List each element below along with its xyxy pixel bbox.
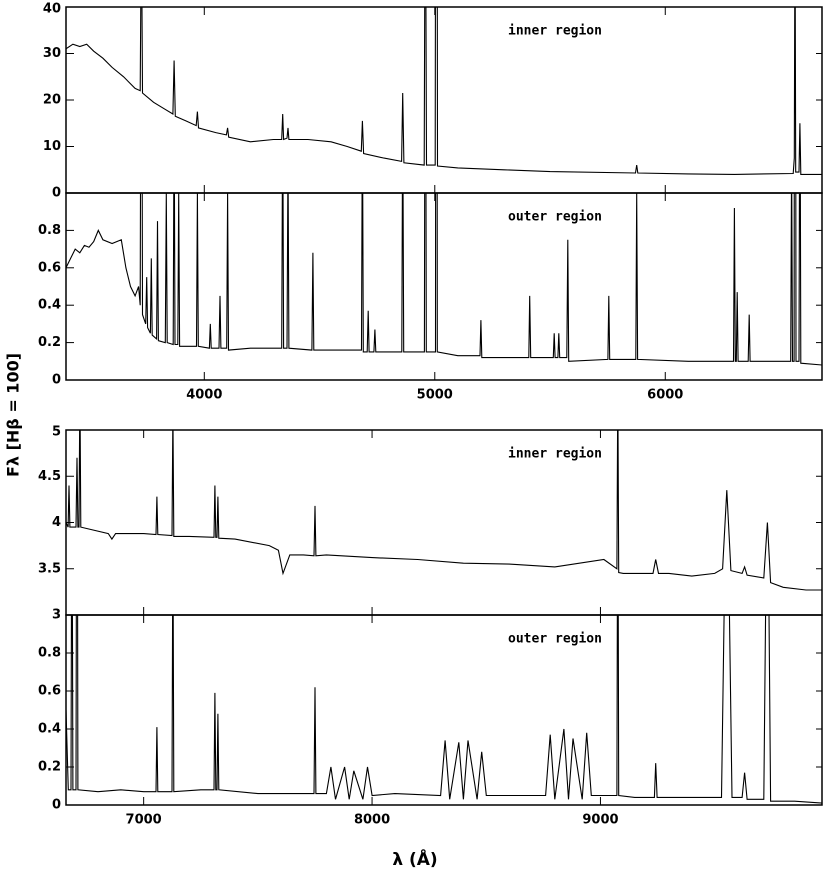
x-tick-label: 4000 xyxy=(186,388,222,403)
y-tick-label: 0.8 xyxy=(38,646,61,661)
x-tick-label: 7000 xyxy=(126,813,162,828)
x-tick-label: 5000 xyxy=(417,388,453,403)
plot-frame xyxy=(65,192,823,381)
y-tick-label: 0.2 xyxy=(38,760,61,775)
x-tick-label: 6000 xyxy=(647,388,683,403)
y-tick-label: 10 xyxy=(43,139,61,154)
plot-frame xyxy=(65,6,823,194)
annotation: outer region xyxy=(508,210,602,225)
y-tick-label: 3 xyxy=(52,608,61,623)
x-tick-label: 8000 xyxy=(354,813,390,828)
y-tick-label: 0.8 xyxy=(38,223,61,238)
y-tick-label: 5 xyxy=(52,425,61,440)
y-tick-label: 0 xyxy=(52,186,61,201)
spectrum-line xyxy=(66,7,822,175)
y-tick-label: 0.2 xyxy=(38,335,61,350)
y-tick-label: 4.5 xyxy=(38,469,61,484)
y-tick-label: 40 xyxy=(43,2,61,17)
spectrum-line xyxy=(66,430,822,591)
y-tick-label: 0 xyxy=(52,798,61,813)
y-tick-label: 4 xyxy=(52,515,61,530)
y-tick-label: 0 xyxy=(52,373,61,388)
x-axis-label: λ (Å) xyxy=(392,847,437,870)
y-tick-label: 0.6 xyxy=(38,684,61,699)
annotation: outer region xyxy=(508,632,602,647)
y-tick-label: 0.4 xyxy=(38,298,61,313)
spectrum-line xyxy=(66,193,822,366)
y-tick-label: 0.6 xyxy=(38,260,61,275)
y-tick-label: 20 xyxy=(43,93,61,108)
y-axis-label: Fλ [Hβ = 100] xyxy=(4,353,23,477)
plot-frame xyxy=(65,614,823,806)
x-tick-label: 9000 xyxy=(582,813,618,828)
annotation: inner region xyxy=(508,24,602,39)
y-tick-label: 30 xyxy=(43,46,61,61)
plot-frame xyxy=(65,429,823,616)
spectrum-line xyxy=(66,615,822,804)
annotation: inner region xyxy=(508,447,602,462)
y-tick-label: 3.5 xyxy=(38,561,61,576)
y-tick-label: 0.4 xyxy=(38,722,61,737)
